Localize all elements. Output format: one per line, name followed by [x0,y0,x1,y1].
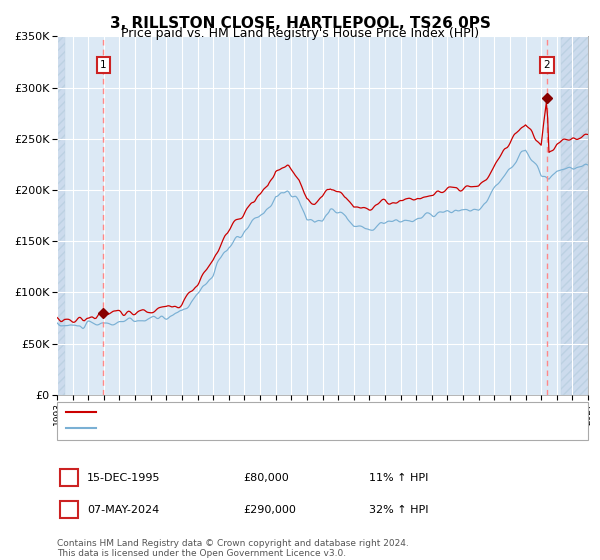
Text: 15-DEC-1995: 15-DEC-1995 [87,473,161,483]
Text: Price paid vs. HM Land Registry's House Price Index (HPI): Price paid vs. HM Land Registry's House … [121,27,479,40]
Text: 2: 2 [65,505,73,515]
Text: 1: 1 [100,60,107,70]
Text: £290,000: £290,000 [243,505,296,515]
Text: 07-MAY-2024: 07-MAY-2024 [87,505,159,515]
Text: HPI: Average price, detached house, Hartlepool: HPI: Average price, detached house, Hart… [100,423,347,433]
Bar [57,36,65,395]
Text: 2: 2 [544,60,550,70]
Bar [562,36,588,395]
Text: 3, RILLSTON CLOSE, HARTLEPOOL, TS26 0PS (detached house): 3, RILLSTON CLOSE, HARTLEPOOL, TS26 0PS … [100,407,427,417]
Text: 32% ↑ HPI: 32% ↑ HPI [369,505,428,515]
Text: 1: 1 [65,473,73,483]
Text: 3, RILLSTON CLOSE, HARTLEPOOL, TS26 0PS: 3, RILLSTON CLOSE, HARTLEPOOL, TS26 0PS [110,16,490,31]
Text: 11% ↑ HPI: 11% ↑ HPI [369,473,428,483]
Text: Contains HM Land Registry data © Crown copyright and database right 2024.
This d: Contains HM Land Registry data © Crown c… [57,539,409,558]
Text: £80,000: £80,000 [243,473,289,483]
